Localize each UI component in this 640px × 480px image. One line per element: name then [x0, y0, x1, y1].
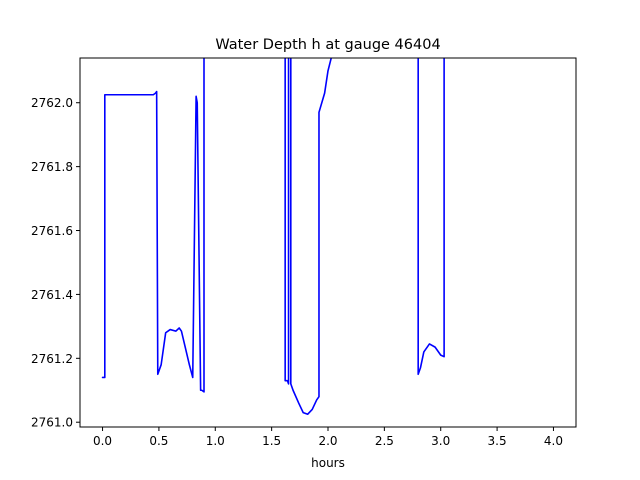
series-line-0: [101, 58, 445, 416]
x-tick-label: 3.0: [431, 434, 450, 448]
y-tick-label: 2761.2: [31, 352, 73, 366]
x-tick-label: 0.0: [93, 434, 112, 448]
y-axis-ticks: 2761.0 2761.2 2761.4 2761.6 2761.8 2762.0: [31, 96, 80, 430]
y-tick-label: 2761.4: [31, 288, 73, 302]
x-tick-label: 1.5: [262, 434, 281, 448]
chart-title: Water Depth h at gauge 46404: [215, 37, 440, 53]
y-tick-label: 2761.0: [31, 416, 73, 430]
x-tick-label: 1.0: [206, 434, 225, 448]
x-tick-label: 0.5: [149, 434, 168, 448]
y-tick-label: 2761.8: [31, 160, 73, 174]
x-tick-label: 2.0: [318, 434, 337, 448]
y-tick-label: 2762.0: [31, 96, 73, 110]
y-tick-label: 2761.6: [31, 224, 73, 238]
x-tick-label: 3.5: [488, 434, 507, 448]
x-tick-label: 2.5: [375, 434, 394, 448]
x-tick-label: 4.0: [544, 434, 563, 448]
x-axis-title: hours: [311, 456, 345, 470]
x-axis-ticks: 0.0 0.5 1.0 1.5 2.0 2.5 3.0 3.5 4.0: [93, 427, 563, 448]
series-layer: [101, 58, 445, 416]
